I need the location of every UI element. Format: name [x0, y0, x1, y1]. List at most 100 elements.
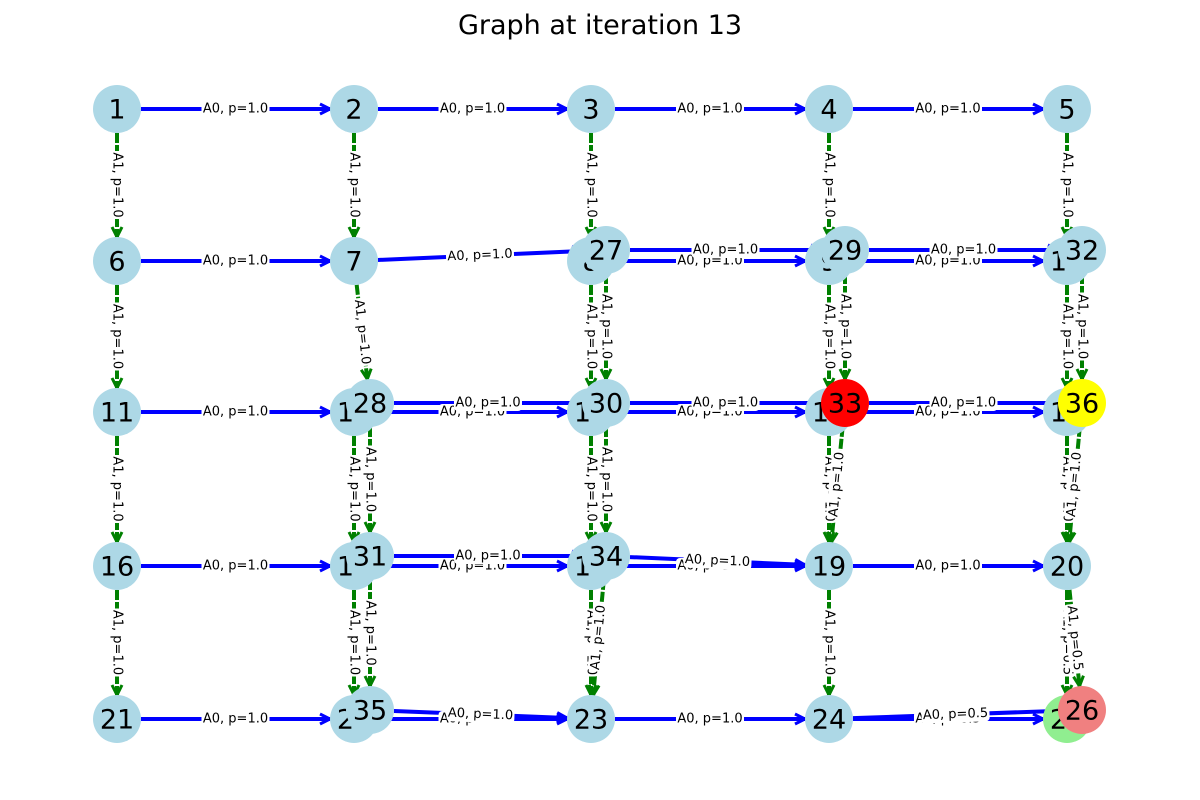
- node-circle: [582, 532, 630, 580]
- edge-label-text: A1, p=1.0: [347, 456, 362, 521]
- edge-label-text: A1, p=0.5: [1064, 605, 1086, 671]
- edge-label-6-7: A0, p=1.0: [201, 253, 270, 269]
- edge-label-background: [346, 151, 362, 219]
- edge-label-background: [929, 395, 998, 411]
- edge-label-text: A1, p=1.0: [838, 294, 853, 359]
- edge-label-31-35: A1, p=1.0: [362, 599, 378, 667]
- node-1: 1: [93, 85, 141, 133]
- edge-label-background: [201, 558, 270, 574]
- node-circle: [805, 695, 853, 743]
- node-31: 31: [346, 532, 394, 580]
- node-30: 30: [582, 379, 630, 427]
- node-label: 6: [108, 247, 125, 278]
- node-circle: [330, 85, 378, 133]
- node-circle: [346, 532, 394, 580]
- node-16: 16: [93, 542, 141, 590]
- node-circle: [1058, 226, 1106, 274]
- edge-label-3-8: A1, p=1.0: [583, 151, 599, 219]
- node-3: 3: [567, 85, 615, 133]
- edge-label-34-23: A1, p=1.0: [587, 603, 610, 672]
- node-5: 5: [1043, 85, 1091, 133]
- edge-label-text: A0, p=1.0: [203, 405, 268, 420]
- edge-label-background: [676, 101, 744, 117]
- node-circle: [805, 542, 853, 590]
- node-label: 36: [1065, 389, 1099, 420]
- edge-label-text: A1, p=1.0: [822, 152, 837, 217]
- edge-label-background: [346, 455, 362, 523]
- edge-label-text: A0, p=1.0: [440, 102, 505, 117]
- edge-label-text: A0, p=1.0: [448, 706, 514, 724]
- edge-label-background: [1063, 450, 1086, 519]
- edge-label-background: [201, 101, 270, 117]
- arrowhead-icon: [1063, 531, 1077, 546]
- edge-label-background: [438, 101, 507, 117]
- edge-label-13-18: A1, p=1.0: [583, 455, 599, 523]
- node-circle: [346, 686, 394, 734]
- node-circle: [330, 237, 378, 285]
- edge-label-7-27: A0, p=1.0: [445, 246, 515, 265]
- edge-label-text: A0, p=1.0: [203, 254, 268, 269]
- edge-label-24-26: A0, p=0.5: [921, 705, 990, 724]
- edge-label-background: [821, 151, 837, 219]
- edge-label-text: A0, p=1.0: [677, 102, 742, 117]
- edge-label-36-20: A1, p=1.0: [1063, 450, 1086, 519]
- edge-label-background: [921, 705, 990, 724]
- node-label: 30: [589, 389, 623, 420]
- edge-label-text: A0, p=1.0: [693, 396, 758, 411]
- edge-label-1-6: A1, p=1.0: [109, 151, 125, 219]
- node-29: 29: [821, 226, 869, 274]
- edge-label-9-14: A1, p=1.0: [821, 302, 837, 371]
- edge-label-background: [201, 711, 270, 727]
- edge-label-16-21: A1, p=1.0: [109, 608, 125, 677]
- edge-label-background: [1063, 603, 1086, 673]
- edge-label-background: [583, 455, 599, 523]
- node-label: 5: [1058, 95, 1075, 126]
- node-circle: [1058, 379, 1106, 427]
- edge-label-text: A1, p=1.0: [363, 447, 378, 512]
- edge-label-text: A0, p=0.5: [923, 706, 989, 723]
- edge-label-background: [598, 292, 614, 361]
- edge-label-text: A1, p=1.0: [110, 456, 125, 521]
- edge-label-text: A1, p=1.0: [584, 456, 599, 521]
- edge-label-text: A0, p=1.0: [447, 247, 513, 265]
- node-label: 7: [345, 247, 362, 278]
- graph-title: Graph at iteration 13: [457, 10, 743, 41]
- edge-label-text: A1, p=1.0: [110, 304, 125, 369]
- edge-label-text: A1, p=1.0: [822, 610, 837, 675]
- edge-label-background: [1059, 151, 1075, 219]
- node-circle: [582, 379, 630, 427]
- node-circle: [821, 226, 869, 274]
- node-label: 27: [589, 236, 623, 267]
- edge-label-text: A0, p=1.0: [685, 552, 751, 570]
- edge-label-text: A0, p=1.0: [677, 712, 742, 727]
- edge-label-background: [837, 292, 853, 361]
- node-21: 21: [93, 695, 141, 743]
- edge-label-background: [691, 242, 760, 258]
- edge-label-text: A1, p=1.0: [1060, 304, 1075, 369]
- edge-label-31-34: A0, p=1.0: [454, 548, 522, 564]
- edge-label-text: A1, p=1.0: [347, 152, 362, 217]
- edge-label-background: [914, 101, 982, 117]
- node-circle: [805, 85, 853, 133]
- node-circle: [93, 85, 141, 133]
- edge-label-layer: A0, p=1.0 A0, p=1.0 A0, p=1.0 A0, p=1.0 A0, …: [109, 101, 1090, 727]
- edge-label-2-7: A1, p=1.0: [346, 151, 362, 219]
- node-label: 32: [1065, 236, 1099, 267]
- node-circle: [582, 226, 630, 274]
- node-circle: [1043, 542, 1091, 590]
- edge-label-27-29: A0, p=1.0: [691, 242, 760, 258]
- edge-label-11-12: A0, p=1.0: [201, 404, 270, 420]
- node-label: 1: [108, 95, 125, 126]
- edge-label-text: A1, p=1.0: [347, 610, 362, 675]
- edge-label-28-30: A0, p=1.0: [454, 395, 522, 411]
- node-label: 3: [582, 95, 599, 126]
- edge-label-4-5: A0, p=1.0: [914, 101, 982, 117]
- edge-label-20-26: A1, p=0.5: [1063, 603, 1086, 673]
- edge-label-11-16: A1, p=1.0: [109, 455, 125, 523]
- edge-label-text: A1, p=1.0: [822, 304, 837, 369]
- node-7: 7: [330, 237, 378, 285]
- node-circle: [346, 379, 394, 427]
- node-33: 33: [821, 379, 869, 427]
- edge-label-background: [914, 558, 982, 574]
- node-label: 20: [1050, 552, 1084, 583]
